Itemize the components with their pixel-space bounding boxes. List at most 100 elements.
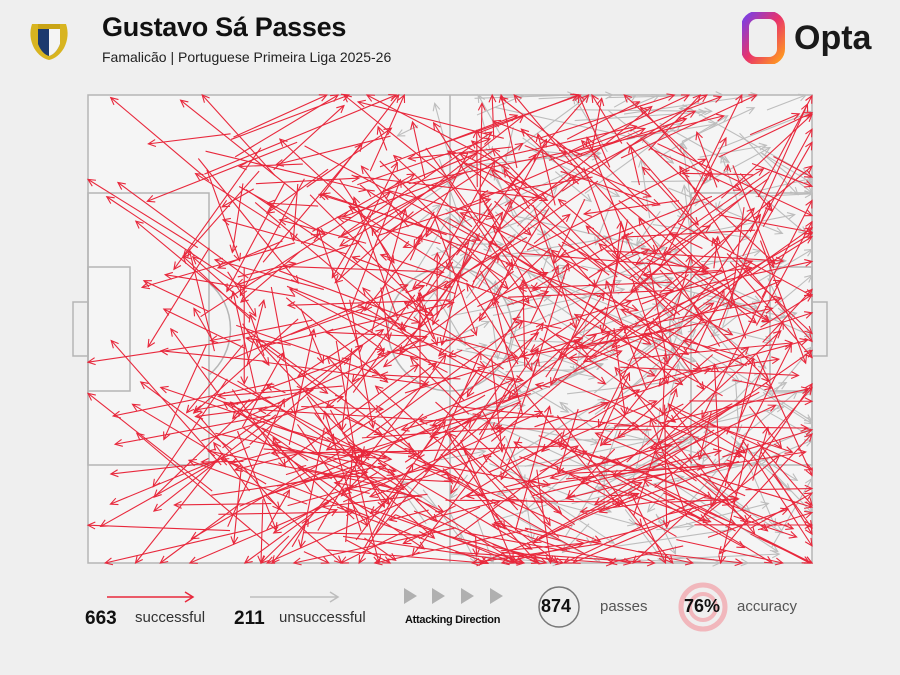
legend-successful-arrow bbox=[107, 591, 195, 603]
successful-pass-arrow bbox=[206, 169, 242, 262]
successful-pass-arrow bbox=[573, 314, 723, 397]
accuracy-value: 76% bbox=[684, 596, 721, 616]
successful-pass-arrow bbox=[134, 220, 251, 318]
successful-pass-arrow bbox=[740, 433, 813, 511]
successful-pass-arrow bbox=[605, 279, 648, 391]
unsuccessful-pass-arrow bbox=[565, 248, 679, 297]
successful-pass-arrow bbox=[658, 462, 714, 500]
unsuccessful-pass-arrow bbox=[476, 94, 525, 116]
successful-pass-arrow bbox=[511, 316, 562, 330]
successful-pass-arrow bbox=[352, 196, 399, 321]
successful-pass-arrow bbox=[371, 226, 435, 340]
successful-pass-arrow bbox=[135, 432, 270, 546]
successful-pass-arrow bbox=[506, 495, 544, 504]
successful-pass-arrow bbox=[667, 495, 740, 504]
successful-pass-arrow bbox=[422, 466, 451, 476]
successful-pass-arrow bbox=[235, 241, 360, 287]
unsuccessful-pass-arrow bbox=[491, 320, 501, 361]
successful-pass-arrow bbox=[147, 133, 231, 147]
successful-pass-arrow bbox=[711, 236, 747, 339]
successful-pass-arrow bbox=[379, 114, 519, 168]
successful-pass-arrow bbox=[207, 448, 346, 479]
successful-pass-arrow bbox=[545, 291, 605, 378]
unsuccessful-pass-arrow bbox=[630, 328, 697, 389]
unsuccessful-pass-arrow bbox=[613, 94, 638, 108]
successful-pass-arrow bbox=[351, 255, 456, 295]
right-goal bbox=[811, 301, 828, 357]
successful-pass-arrow bbox=[449, 218, 547, 276]
unsuccessful-pass-arrow bbox=[733, 371, 763, 403]
successful-pass-arrow bbox=[377, 334, 475, 358]
successful-pass-arrow bbox=[482, 454, 576, 525]
successful-pass-arrow bbox=[179, 99, 297, 194]
successful-pass-arrow bbox=[689, 356, 781, 373]
successful-pass-arrow bbox=[695, 131, 718, 188]
successful-pass-arrow bbox=[632, 404, 777, 472]
successful-pass-arrow bbox=[153, 382, 273, 498]
successful-pass-arrow bbox=[676, 539, 784, 566]
successful-pass-arrow bbox=[594, 432, 746, 497]
successful-pass-arrow bbox=[557, 429, 566, 449]
successful-pass-arrow bbox=[170, 327, 218, 392]
unsuccessful-pass-arrow bbox=[445, 320, 491, 342]
unsuccessful-pass-arrow bbox=[432, 102, 450, 157]
successful-pass-arrow bbox=[501, 551, 656, 567]
unsuccessful-pass-arrow bbox=[681, 184, 691, 234]
successful-pass-arrow bbox=[365, 94, 510, 170]
successful-pass-arrow bbox=[466, 303, 527, 398]
unsuccessful-pass-arrow bbox=[415, 215, 450, 272]
passes-ring-icon bbox=[538, 586, 580, 628]
successful-pass-arrow bbox=[244, 335, 291, 346]
successful-pass-arrow bbox=[557, 198, 663, 289]
successful-pass-arrow bbox=[635, 171, 771, 266]
successful-pass-arrow bbox=[498, 93, 518, 169]
successful-pass-arrow bbox=[265, 168, 329, 215]
successful-pass-arrow bbox=[408, 455, 602, 543]
successful-pass-arrow bbox=[520, 128, 579, 185]
successful-pass-arrow bbox=[448, 181, 530, 305]
successful-pass-arrow bbox=[755, 353, 813, 477]
successful-pass-arrow bbox=[209, 319, 313, 344]
successful-pass-arrow bbox=[598, 242, 675, 317]
opta-logo: Opta bbox=[742, 12, 871, 64]
successful-pass-arrow bbox=[249, 344, 364, 445]
successful-pass-arrow bbox=[237, 162, 303, 171]
successful-pass-arrow bbox=[641, 259, 754, 305]
successful-pass-arrow bbox=[587, 371, 631, 466]
successful-pass-arrow bbox=[204, 93, 398, 175]
successful-pass-arrow bbox=[162, 308, 246, 349]
successful-pass-arrow bbox=[152, 414, 277, 512]
successful-pass-arrow bbox=[597, 323, 650, 429]
successful-pass-arrow bbox=[693, 264, 753, 276]
successful-pass-arrow bbox=[369, 93, 406, 172]
successful-pass-arrow bbox=[131, 403, 267, 485]
successful-pass-arrow bbox=[304, 145, 482, 241]
successful-pass-arrow bbox=[555, 139, 657, 254]
successful-pass-arrow bbox=[357, 137, 492, 186]
successful-pass-arrow bbox=[742, 128, 813, 257]
successful-pass-arrow bbox=[350, 178, 402, 308]
unsuccessful-pass-arrow bbox=[734, 441, 799, 481]
successful-pass-arrow bbox=[513, 441, 677, 538]
successful-pass-arrow bbox=[751, 162, 814, 188]
successful-pass-arrow bbox=[529, 264, 559, 324]
successful-pass-arrow bbox=[450, 384, 510, 495]
successful-pass-arrow bbox=[230, 290, 257, 393]
successful-pass-arrow bbox=[351, 294, 416, 384]
successful-pass-arrow bbox=[139, 381, 233, 451]
successful-pass-arrow bbox=[478, 208, 550, 322]
successful-pass-arrow bbox=[364, 225, 433, 312]
successful-pass-arrow bbox=[556, 415, 643, 528]
successful-pass-arrow bbox=[312, 173, 416, 232]
successful-pass-arrow bbox=[337, 306, 519, 359]
accuracy-label: accuracy bbox=[737, 598, 798, 615]
successful-pass-arrow bbox=[248, 313, 265, 356]
unsuccessful-pass-arrow bbox=[447, 509, 478, 565]
successful-pass-arrow bbox=[230, 468, 242, 546]
successful-pass-arrow bbox=[416, 367, 480, 460]
opta-icon bbox=[742, 12, 785, 64]
successful-pass-arrow bbox=[733, 515, 798, 539]
successful-pass-arrow bbox=[416, 497, 519, 564]
successful-pass-arrow bbox=[588, 168, 765, 279]
